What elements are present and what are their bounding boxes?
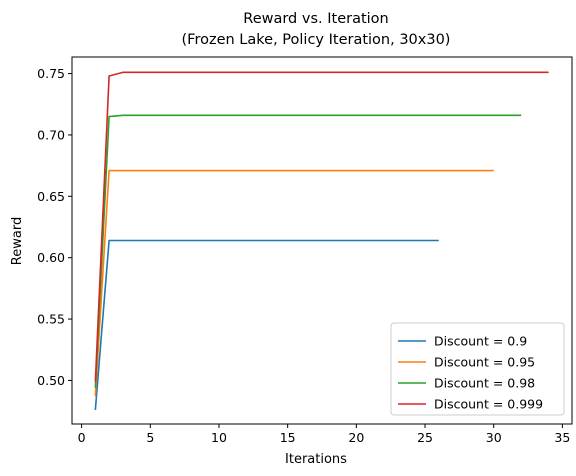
legend-box	[390, 322, 565, 416]
y-tick-label: 0.65	[37, 189, 65, 204]
y-tick-label: 0.55	[37, 312, 65, 327]
legend: Discount = 0.9 Discount = 0.95 Discount = …	[390, 322, 565, 416]
ticks-layer: 0 5 10 15 20 25 30 35 0.50 0.55 0.60 0.65 0.70 0.75	[37, 66, 570, 445]
chart-title: Reward vs. Iteration	[243, 11, 388, 27]
y-tick-label: 0.60	[37, 250, 65, 265]
x-tick-label: 30	[486, 430, 502, 445]
series-line-1	[94, 239, 439, 410]
x-tick-label: 20	[348, 430, 364, 445]
chart-subtitle: (Frozen Lake, Policy Iteration, 30x30)	[182, 32, 451, 48]
legend-label-1: Discount = 0.9	[434, 334, 527, 349]
legend-items: Discount = 0.9 Discount = 0.95 Discount = …	[398, 334, 543, 412]
x-axis-label: Iterations	[285, 452, 347, 467]
series-line-2	[94, 169, 494, 397]
legend-label-3: Discount = 0.98	[434, 376, 535, 391]
y-axis-label: Reward	[10, 217, 25, 265]
y-tick-label: 0.75	[37, 66, 65, 81]
x-tick-label: 35	[554, 430, 570, 445]
legend-label-2: Discount = 0.95	[434, 355, 535, 370]
series-layer	[94, 71, 549, 410]
series-line-4	[94, 71, 549, 382]
y-tick-label: 0.70	[37, 127, 65, 142]
y-tick-label: 0.50	[37, 373, 65, 388]
series-line-3	[94, 114, 522, 388]
x-tick-label: 5	[146, 430, 154, 445]
x-tick-label: 0	[78, 430, 86, 445]
plot-frame	[71, 56, 573, 425]
legend-label-4: Discount = 0.999	[434, 397, 543, 412]
x-tick-label: 10	[211, 430, 227, 445]
x-tick-label: 15	[280, 430, 296, 445]
x-tick-label: 25	[417, 430, 433, 445]
